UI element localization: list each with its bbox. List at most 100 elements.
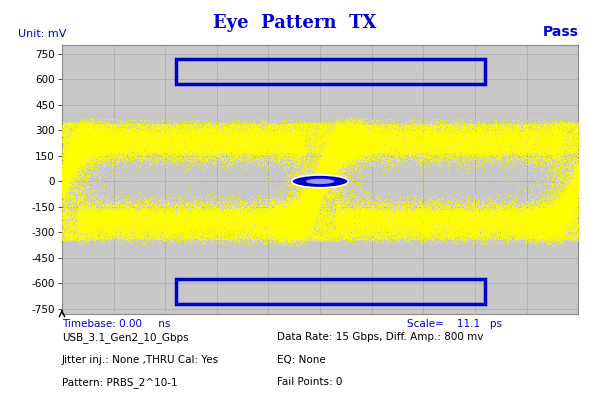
Point — [117, 231, 126, 237]
Point — [86, 232, 95, 239]
Point — [322, 161, 332, 168]
Point — [563, 200, 572, 206]
Point — [292, 211, 301, 218]
Point — [297, 155, 306, 161]
Point — [566, 205, 575, 211]
Point — [569, 186, 579, 192]
Point — [513, 133, 522, 139]
Point — [268, 225, 277, 232]
Point — [58, 194, 67, 200]
Point — [324, 162, 334, 169]
Point — [554, 133, 563, 140]
Point — [329, 225, 338, 231]
Point — [542, 119, 552, 126]
Point — [571, 220, 581, 226]
Point — [213, 141, 222, 148]
Point — [336, 130, 346, 137]
Point — [355, 221, 364, 228]
Point — [326, 151, 335, 157]
Point — [549, 213, 559, 220]
Point — [159, 214, 169, 220]
Point — [97, 220, 107, 227]
Point — [462, 137, 471, 144]
Point — [378, 211, 387, 218]
Point — [261, 143, 270, 150]
Point — [185, 220, 194, 226]
Point — [555, 232, 564, 238]
Point — [316, 191, 325, 198]
Point — [507, 133, 517, 139]
Point — [76, 221, 86, 228]
Point — [232, 125, 241, 132]
Point — [310, 179, 319, 185]
Point — [462, 227, 471, 233]
Point — [331, 158, 340, 164]
Point — [415, 134, 424, 140]
Point — [433, 229, 442, 236]
Point — [539, 221, 548, 227]
Point — [240, 138, 249, 145]
Point — [307, 210, 316, 217]
Point — [251, 211, 260, 218]
Point — [465, 125, 474, 131]
Point — [433, 211, 442, 218]
Point — [530, 121, 539, 128]
Point — [316, 180, 325, 187]
Point — [349, 137, 359, 143]
Point — [428, 135, 437, 141]
Point — [130, 221, 140, 227]
Point — [384, 222, 393, 228]
Point — [328, 139, 337, 145]
Point — [333, 172, 342, 178]
Point — [330, 142, 340, 148]
Point — [266, 212, 276, 218]
Point — [194, 220, 203, 226]
Point — [522, 211, 532, 218]
Point — [304, 221, 313, 228]
Point — [250, 206, 259, 213]
Point — [531, 222, 540, 229]
Point — [142, 136, 152, 142]
Point — [312, 194, 321, 200]
Point — [63, 148, 73, 155]
Point — [428, 146, 437, 152]
Point — [493, 120, 502, 126]
Point — [297, 208, 306, 215]
Point — [562, 215, 571, 221]
Point — [543, 139, 553, 146]
Point — [300, 215, 309, 222]
Point — [455, 208, 464, 215]
Point — [316, 139, 326, 146]
Point — [360, 208, 370, 215]
Point — [287, 127, 297, 134]
Point — [438, 133, 447, 139]
Point — [228, 228, 237, 234]
Point — [489, 151, 498, 158]
Point — [237, 141, 247, 147]
Point — [224, 218, 234, 224]
Point — [313, 172, 323, 178]
Point — [189, 143, 198, 150]
Point — [499, 133, 509, 139]
Point — [229, 154, 238, 161]
Point — [71, 230, 80, 237]
Point — [515, 209, 525, 216]
Point — [202, 141, 212, 147]
Point — [300, 216, 309, 222]
Point — [563, 211, 573, 217]
Point — [560, 229, 569, 236]
Point — [406, 212, 415, 218]
Point — [129, 131, 138, 138]
Point — [162, 211, 171, 218]
Point — [566, 192, 575, 199]
Point — [421, 226, 430, 233]
Point — [154, 131, 163, 138]
Point — [248, 128, 257, 135]
Point — [75, 133, 84, 140]
Point — [563, 171, 573, 178]
Point — [396, 226, 406, 233]
Point — [460, 145, 470, 152]
Point — [465, 211, 474, 217]
Point — [504, 134, 513, 141]
Point — [512, 213, 521, 219]
